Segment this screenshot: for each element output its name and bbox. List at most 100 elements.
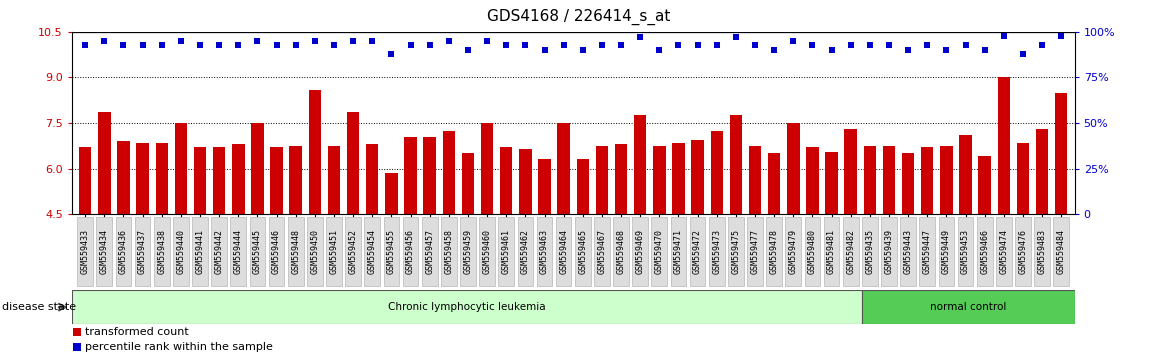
Text: GSM559433: GSM559433 bbox=[81, 229, 89, 274]
Point bbox=[382, 51, 401, 57]
Point bbox=[210, 42, 228, 47]
Point bbox=[1051, 33, 1070, 38]
Text: GSM559462: GSM559462 bbox=[521, 229, 530, 274]
Point bbox=[784, 38, 802, 44]
Point bbox=[76, 42, 95, 47]
FancyBboxPatch shape bbox=[250, 217, 265, 286]
Bar bbox=[595, 146, 608, 214]
FancyBboxPatch shape bbox=[96, 217, 112, 286]
Text: GSM559466: GSM559466 bbox=[980, 229, 989, 274]
Text: GSM559470: GSM559470 bbox=[654, 229, 664, 274]
Bar bbox=[882, 146, 895, 214]
Point bbox=[1013, 51, 1032, 57]
Point bbox=[306, 38, 324, 44]
Point bbox=[344, 38, 362, 44]
Point bbox=[535, 47, 554, 53]
Bar bbox=[940, 146, 953, 214]
Point bbox=[497, 42, 515, 47]
Text: GSM559483: GSM559483 bbox=[1038, 229, 1047, 274]
FancyBboxPatch shape bbox=[211, 217, 227, 286]
FancyBboxPatch shape bbox=[78, 217, 93, 286]
Point bbox=[248, 38, 266, 44]
Point bbox=[420, 42, 439, 47]
Bar bbox=[500, 147, 513, 214]
Text: GSM559475: GSM559475 bbox=[732, 229, 740, 274]
FancyBboxPatch shape bbox=[536, 217, 552, 286]
Point bbox=[573, 47, 592, 53]
Point bbox=[324, 42, 343, 47]
Text: GSM559453: GSM559453 bbox=[961, 229, 970, 274]
Point bbox=[650, 47, 668, 53]
Point bbox=[899, 47, 917, 53]
FancyBboxPatch shape bbox=[594, 217, 610, 286]
FancyBboxPatch shape bbox=[154, 217, 169, 286]
Text: GSM559459: GSM559459 bbox=[463, 229, 472, 274]
Text: GSM559468: GSM559468 bbox=[616, 229, 625, 274]
Text: percentile rank within the sample: percentile rank within the sample bbox=[85, 342, 272, 352]
FancyBboxPatch shape bbox=[843, 217, 858, 286]
FancyBboxPatch shape bbox=[574, 217, 591, 286]
Bar bbox=[864, 146, 877, 214]
Point bbox=[842, 42, 860, 47]
FancyBboxPatch shape bbox=[134, 217, 151, 286]
FancyBboxPatch shape bbox=[307, 217, 323, 286]
Point bbox=[153, 42, 171, 47]
Point bbox=[975, 47, 994, 53]
FancyBboxPatch shape bbox=[919, 217, 936, 286]
Point bbox=[631, 34, 650, 40]
Point bbox=[478, 38, 497, 44]
Point bbox=[267, 42, 286, 47]
FancyBboxPatch shape bbox=[173, 217, 189, 286]
Bar bbox=[481, 123, 493, 214]
Point bbox=[995, 33, 1013, 38]
Text: GSM559455: GSM559455 bbox=[387, 229, 396, 274]
Text: disease state: disease state bbox=[2, 302, 76, 312]
FancyBboxPatch shape bbox=[728, 217, 743, 286]
Bar bbox=[711, 131, 723, 214]
FancyBboxPatch shape bbox=[958, 217, 974, 286]
FancyBboxPatch shape bbox=[383, 217, 400, 286]
Text: GSM559448: GSM559448 bbox=[291, 229, 300, 274]
Text: GSM559482: GSM559482 bbox=[846, 229, 856, 274]
Bar bbox=[673, 143, 684, 214]
Bar bbox=[826, 152, 837, 214]
Text: GSM559436: GSM559436 bbox=[119, 229, 129, 274]
FancyBboxPatch shape bbox=[996, 217, 1012, 286]
Point bbox=[726, 34, 745, 40]
Point bbox=[459, 47, 477, 53]
FancyBboxPatch shape bbox=[116, 217, 131, 286]
Text: GSM559472: GSM559472 bbox=[694, 229, 702, 274]
Text: GDS4168 / 226414_s_at: GDS4168 / 226414_s_at bbox=[488, 9, 670, 25]
Point bbox=[286, 42, 305, 47]
FancyBboxPatch shape bbox=[288, 217, 303, 286]
Text: GSM559467: GSM559467 bbox=[598, 229, 607, 274]
FancyBboxPatch shape bbox=[1054, 217, 1069, 286]
Text: GSM559443: GSM559443 bbox=[903, 229, 913, 274]
Text: GSM559473: GSM559473 bbox=[712, 229, 721, 274]
Point bbox=[746, 42, 764, 47]
FancyBboxPatch shape bbox=[900, 217, 916, 286]
Point bbox=[555, 42, 573, 47]
Point bbox=[67, 344, 86, 350]
FancyBboxPatch shape bbox=[556, 217, 572, 286]
Text: GSM559464: GSM559464 bbox=[559, 229, 569, 274]
Text: GSM559471: GSM559471 bbox=[674, 229, 683, 274]
FancyBboxPatch shape bbox=[72, 290, 863, 324]
FancyBboxPatch shape bbox=[863, 290, 1075, 324]
FancyBboxPatch shape bbox=[230, 217, 247, 286]
FancyBboxPatch shape bbox=[805, 217, 820, 286]
Bar bbox=[442, 131, 455, 214]
Bar bbox=[193, 147, 206, 214]
Text: GSM559458: GSM559458 bbox=[445, 229, 453, 274]
Bar bbox=[1036, 129, 1048, 214]
Bar bbox=[979, 156, 991, 214]
Text: GSM559444: GSM559444 bbox=[234, 229, 243, 274]
Bar bbox=[538, 159, 551, 214]
Text: GSM559479: GSM559479 bbox=[789, 229, 798, 274]
Text: GSM559438: GSM559438 bbox=[157, 229, 167, 274]
Bar bbox=[386, 173, 397, 214]
Point bbox=[708, 42, 726, 47]
Point bbox=[115, 42, 133, 47]
Point bbox=[880, 42, 899, 47]
Text: GSM559445: GSM559445 bbox=[252, 229, 262, 274]
